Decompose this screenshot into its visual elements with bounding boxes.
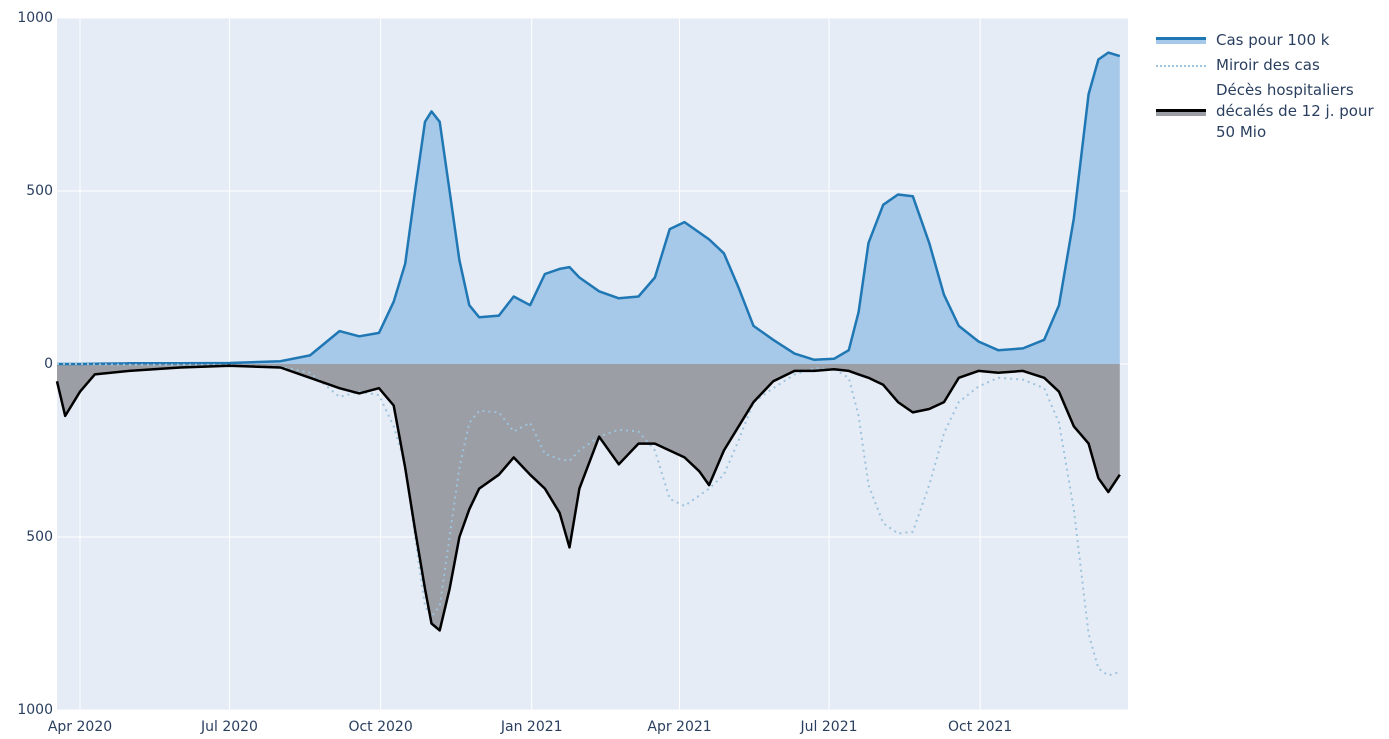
legend-swatch: [1156, 109, 1206, 116]
y-tick-label: 0: [44, 356, 53, 372]
line: [57, 51, 1121, 366]
line: [55, 364, 1121, 632]
x-tick-label: Apr 2021: [647, 719, 711, 735]
x-tick-label: Jul 2020: [200, 719, 258, 735]
y-tick-label: 500: [26, 529, 53, 545]
legend-swatch: [1156, 65, 1206, 67]
legend-item[interactable]: Décès hospitaliers décalés de 12 j. pour…: [1150, 80, 1376, 143]
x-tick-label: Oct 2021: [948, 719, 1012, 735]
legend-label: Miroir des cas: [1216, 56, 1320, 74]
legend: Cas pour 100 k Miroir des cas Décès hospit…: [1150, 30, 1380, 147]
area: [57, 52, 1120, 364]
y-tick-label: 1000: [17, 702, 53, 718]
legend-swatch: [1156, 37, 1206, 44]
x-tick-label: Oct 2020: [348, 719, 412, 735]
x-tick-label: Jan 2021: [500, 719, 563, 735]
legend-item[interactable]: Cas pour 100 k: [1150, 30, 1380, 51]
legend-item[interactable]: Miroir des cas: [1150, 55, 1380, 76]
y-tick-label: 1000: [17, 10, 53, 26]
legend-label: Décès hospitaliers décalés de 12 j. pour…: [1216, 81, 1374, 141]
y-tick-label: 500: [26, 183, 53, 199]
legend-label: Cas pour 100 k: [1216, 31, 1330, 49]
area: [57, 364, 1120, 631]
x-tick-label: Jul 2021: [800, 719, 858, 735]
x-tick-label: Apr 2020: [48, 719, 112, 735]
